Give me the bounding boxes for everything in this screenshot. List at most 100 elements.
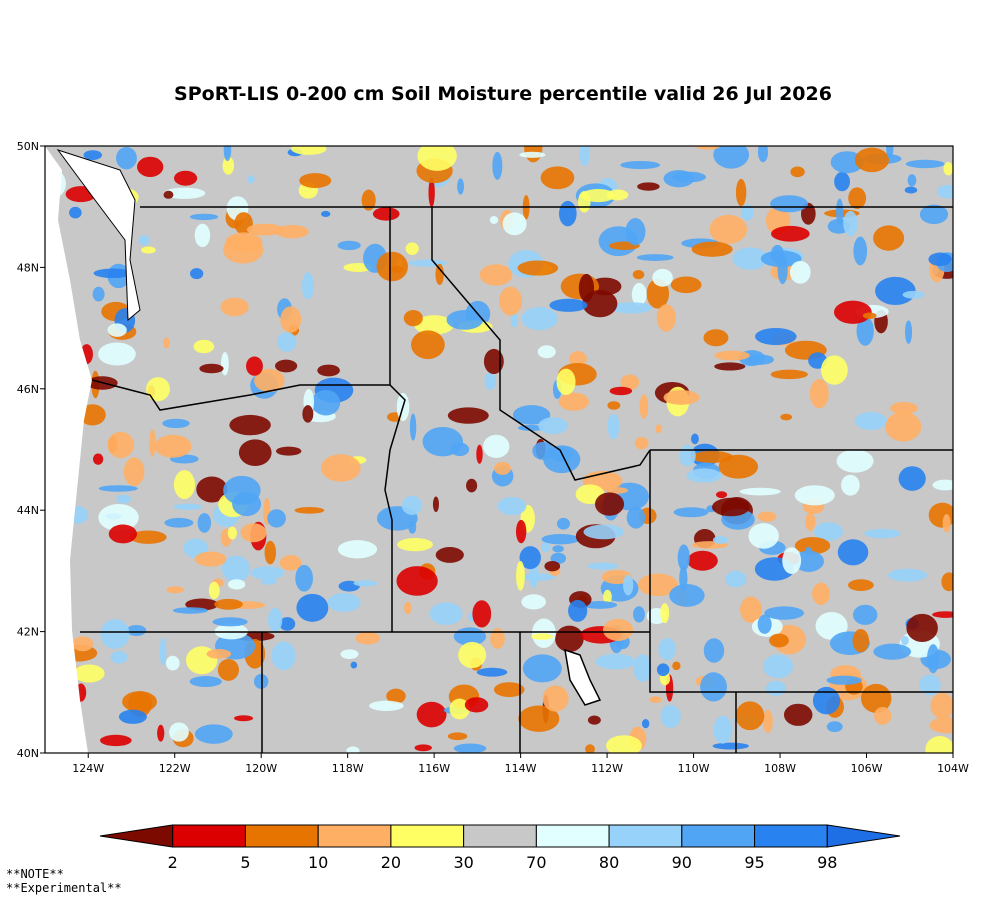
- moisture-patch: [656, 304, 676, 332]
- moisture-patch: [137, 156, 164, 178]
- moisture-patch: [199, 363, 224, 374]
- moisture-patch: [450, 442, 470, 457]
- moisture-patch: [748, 523, 779, 549]
- moisture-patch: [416, 701, 447, 728]
- great-salt-lake: [564, 648, 602, 706]
- puget-sound: [56, 149, 141, 322]
- moisture-patch: [890, 402, 918, 415]
- lat-label: 48N: [17, 261, 39, 274]
- moisture-patch: [194, 223, 211, 248]
- moisture-patch: [860, 683, 892, 713]
- map-field: [45, 146, 953, 753]
- moisture-patch: [578, 191, 591, 213]
- moisture-patch: [885, 411, 922, 442]
- moisture-patch: [497, 497, 527, 516]
- moisture-patch: [770, 244, 784, 264]
- moisture-patch: [595, 492, 625, 516]
- moisture-patch: [843, 210, 858, 237]
- moisture-patch: [123, 457, 145, 486]
- moisture-patch: [919, 674, 941, 696]
- moisture-patch: [713, 146, 750, 169]
- moisture-patch: [317, 364, 340, 377]
- moisture-patch: [556, 368, 576, 395]
- moisture-patch: [712, 535, 729, 544]
- moisture-patch: [687, 550, 718, 571]
- colorbar-label: 2: [168, 853, 178, 872]
- moisture-patch: [637, 182, 660, 191]
- moisture-patch: [794, 537, 831, 555]
- moisture-patch: [214, 598, 243, 610]
- moisture-patch: [655, 424, 662, 434]
- border: [431, 207, 651, 481]
- moisture-patch: [606, 735, 642, 753]
- moisture-patch: [735, 178, 747, 207]
- moisture-patch: [815, 612, 848, 640]
- moisture-patch: [757, 146, 769, 163]
- moisture-patch: [793, 550, 824, 572]
- moisture-patch: [639, 394, 649, 419]
- moisture-patch: [520, 573, 555, 581]
- moisture-patch: [386, 688, 406, 704]
- moisture-patch: [397, 537, 434, 552]
- colorbar-end: [99, 824, 174, 848]
- moisture-patch: [671, 171, 707, 183]
- moisture-patch: [932, 611, 953, 618]
- moisture-patch: [435, 546, 464, 563]
- moisture-patch: [739, 487, 781, 496]
- moisture-patch: [116, 494, 131, 504]
- moisture-patch: [411, 330, 445, 360]
- colorbar-bin: [535, 824, 610, 848]
- moisture-patch: [898, 466, 926, 491]
- colorbar-bin: [608, 824, 683, 848]
- colorbar-bin: [463, 824, 537, 848]
- lat-label: 44N: [17, 504, 39, 517]
- moisture-patch: [517, 260, 559, 276]
- moisture-patch: [401, 495, 423, 515]
- moisture-patch: [141, 246, 156, 254]
- moisture-patch: [537, 345, 556, 359]
- moisture-patch: [403, 310, 423, 327]
- moisture-patch: [220, 297, 249, 317]
- moisture-patch: [874, 706, 892, 725]
- moisture-patch: [907, 174, 917, 187]
- moisture-patch: [429, 602, 463, 625]
- moisture-patch: [673, 507, 709, 518]
- moisture-patch: [194, 724, 233, 744]
- moisture-patch: [299, 173, 332, 189]
- moisture-patch: [763, 654, 794, 679]
- moisture-patch: [516, 560, 525, 591]
- moisture-patch: [538, 417, 569, 435]
- moisture-patch: [233, 715, 254, 722]
- moisture-patch: [163, 337, 170, 349]
- moisture-patch: [458, 641, 487, 669]
- lat-label: 40N: [17, 747, 39, 760]
- colorbar-label: 90: [672, 853, 692, 872]
- moisture-patch: [805, 512, 816, 531]
- moisture-patch: [499, 286, 522, 316]
- moisture-patch: [361, 189, 376, 211]
- moisture-patch: [417, 146, 457, 171]
- moisture-patch: [163, 187, 206, 199]
- colorbar-label: 80: [599, 853, 619, 872]
- lat-label: 46N: [17, 383, 39, 396]
- moisture-patch: [769, 633, 789, 648]
- moisture-patch: [549, 298, 588, 312]
- moisture-patch: [376, 251, 408, 282]
- moisture-patch: [414, 315, 454, 335]
- moisture-patch: [607, 413, 620, 440]
- moisture-patch: [279, 555, 302, 571]
- moisture-patch: [98, 342, 136, 366]
- moisture-patch: [93, 268, 133, 279]
- moisture-patch: [715, 491, 728, 499]
- moisture-patch: [157, 724, 165, 742]
- moisture-patch: [740, 596, 762, 623]
- moisture-patch: [261, 577, 277, 585]
- moisture-patch: [197, 513, 212, 533]
- colorbar-label: 20: [381, 853, 401, 872]
- moisture-patch: [626, 506, 646, 529]
- moisture-patch: [254, 368, 285, 393]
- moisture-patch: [856, 316, 874, 346]
- moisture-patch: [100, 734, 132, 747]
- moisture-patch: [515, 519, 527, 544]
